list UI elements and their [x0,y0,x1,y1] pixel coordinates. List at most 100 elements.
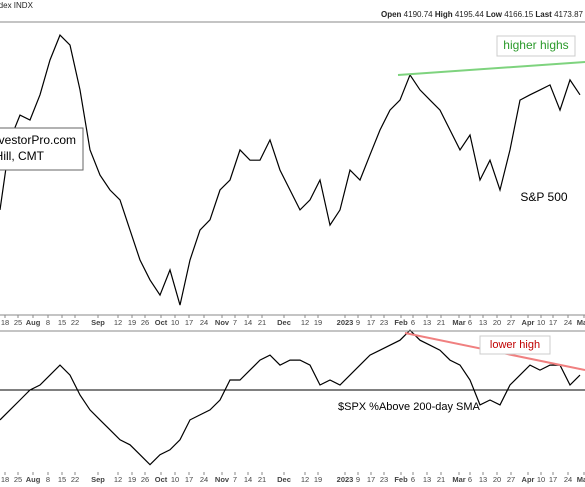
x-tick-label: 7 [233,475,237,484]
x-tick-label: 6 [468,318,472,327]
x-tick-label: May [577,475,585,484]
x-tick-label: 24 [200,475,208,484]
x-tick-label: 12 [301,475,309,484]
x-tick-label: 13 [479,475,487,484]
quote-label: High [435,10,453,19]
x-tick-label: 12 [114,318,122,327]
x-tick-label: 17 [549,318,557,327]
x-tick-label: 26 [141,318,149,327]
x-tick-label: 24 [564,475,572,484]
x-tick-label: 19 [128,318,136,327]
x-tick-label: Mar [452,475,465,484]
x-tick-label: 20 [493,475,501,484]
x-tick-label: 23 [380,475,388,484]
quote: Open 4190.74 High 4195.44 Low 4166.15 La… [381,10,584,19]
x-tick-label: Dec [277,475,291,484]
x-tick-label: 17 [185,318,193,327]
x-tick-label: 21 [258,318,266,327]
x-tick-label: 21 [437,475,445,484]
x-tick-label: 14 [244,475,252,484]
x-tick-label: 13 [479,318,487,327]
x-tick-label: 17 [367,475,375,484]
watermark: TrendInvestorPro.com [0,133,76,147]
x-tick-label: 22 [71,318,79,327]
x-tick-label: Sep [91,475,105,484]
x-tick-label: 24 [564,318,572,327]
x-tick-label: 6 [411,475,415,484]
quote-label: Last [535,10,552,19]
x-tick-label: 10 [171,318,179,327]
x-tick-label: 9 [356,475,360,484]
x-tick-label: 19 [314,475,322,484]
watermark-box [0,127,84,171]
x-tick-label: 9 [356,318,360,327]
quote-value: 4166.15 [504,10,533,19]
x-tick-label: 27 [507,475,515,484]
x-tick-label: 20 [493,318,501,327]
x-tick-label: 15 [58,318,66,327]
x-tick-label: 25 [14,318,22,327]
quote-label: Open [381,10,402,19]
symbol-header: Index INDX [0,1,34,10]
x-tick-label: 14 [244,318,252,327]
x-tick-label: 17 [549,475,557,484]
x-tick-label: 6 [468,475,472,484]
x-tick-label: 10 [171,475,179,484]
annotation: higher highs [503,38,568,52]
x-tick-label: 27 [507,318,515,327]
x-tick-label: Nov [215,318,230,327]
x-tick-label: Oct [155,318,168,327]
x-tick-label: 13 [423,318,431,327]
quote-value: 4195.44 [455,10,484,19]
x-tick-label: 7 [233,318,237,327]
series-line [0,329,581,466]
x-tick-label: 12 [301,318,309,327]
x-tick-label: May [577,318,585,327]
x-tick-label: 18 [1,318,9,327]
trend-line [397,61,585,76]
x-tick-label: 26 [141,475,149,484]
x-tick-label: 17 [185,475,193,484]
x-tick-label: 21 [437,318,445,327]
x-tick-label: 17 [367,318,375,327]
x-tick-label: 10 [537,318,545,327]
x-tick-label: 23 [380,318,388,327]
annotation-box [496,35,576,57]
x-tick-label: 24 [200,318,208,327]
x-tick-label: 19 [314,318,322,327]
annotation: lower high [490,339,540,351]
x-tick-label: 13 [423,475,431,484]
x-tick-label: Feb [394,475,408,484]
quote-value: 4190.74 [404,10,433,19]
x-tick-label: Nov [215,475,230,484]
x-tick-label: Dec [277,318,291,327]
x-tick-label: 10 [537,475,545,484]
quote-value: 4173.87 [554,10,583,19]
x-tick-label: Apr [522,475,535,484]
x-tick-label: Apr [522,318,535,327]
x-tick-label: 6 [411,318,415,327]
x-tick-label: 21 [258,475,266,484]
x-tick-label: 2023 [337,475,354,484]
label-box [334,398,474,416]
annotation-box [479,335,551,355]
x-tick-label: Aug [26,318,41,327]
series-label: $SPX %Above 200-day SMA [338,401,481,413]
x-tick-label: Feb [394,318,408,327]
x-tick-label: 25 [14,475,22,484]
x-tick-label: 8 [46,475,50,484]
x-tick-label: Mar [452,318,465,327]
x-tick-label: Oct [155,475,168,484]
x-tick-label: Aug [26,475,41,484]
label-box [515,188,573,208]
x-tick-label: 2023 [337,318,354,327]
watermark: Arthur Hill, CMT [0,149,45,163]
x-tick-label: 18 [1,475,9,484]
series-label: S&P 500 [520,190,567,204]
x-tick-label: 19 [128,475,136,484]
x-tick-label: 8 [46,318,50,327]
series-line [0,34,581,306]
x-tick-label: 12 [114,475,122,484]
